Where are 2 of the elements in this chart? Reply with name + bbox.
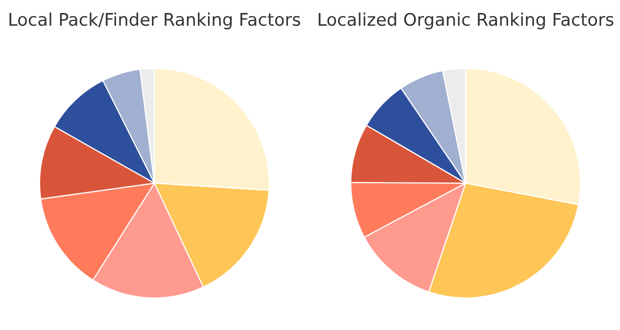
chart-title: Local Pack/Finder Ranking Factors xyxy=(10,12,300,30)
chart-title: Localized Organic Ranking Factors xyxy=(318,12,614,30)
